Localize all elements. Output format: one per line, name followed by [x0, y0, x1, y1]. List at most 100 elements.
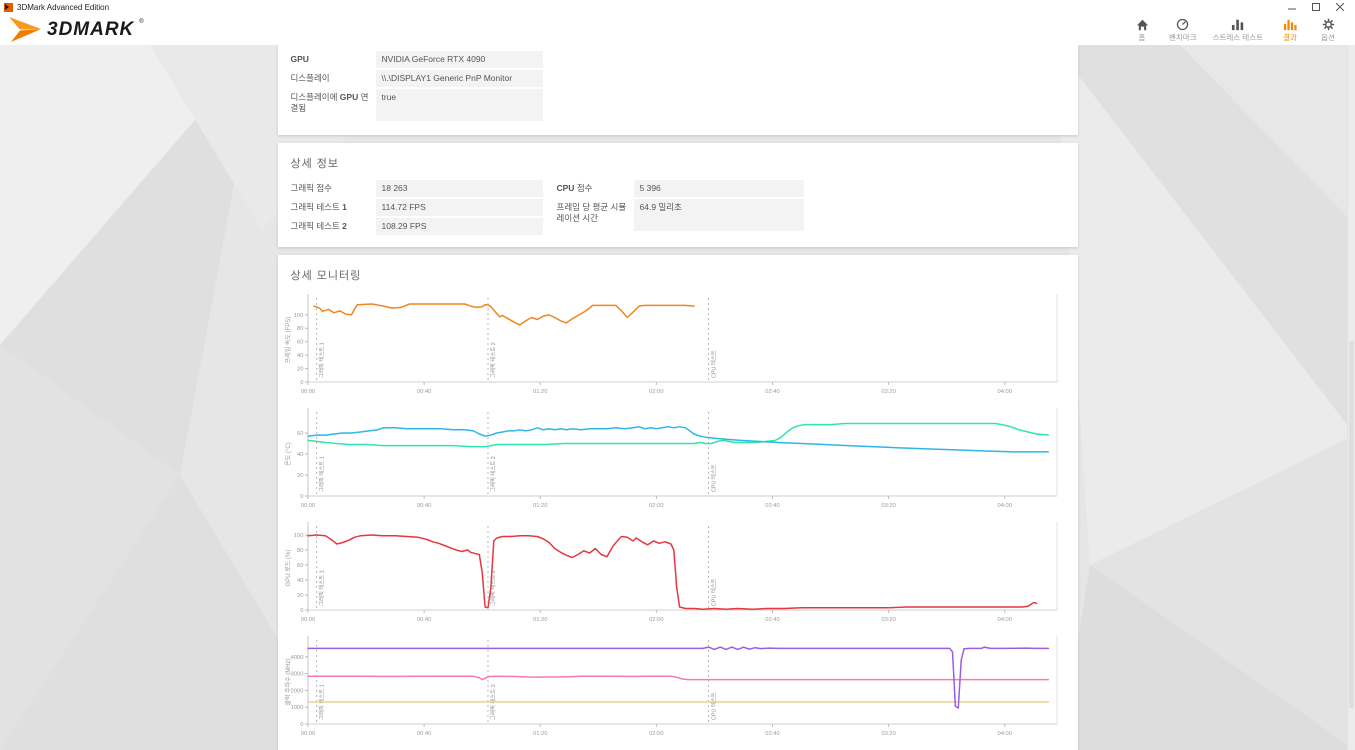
nav-home[interactable]: 홈 — [1131, 17, 1153, 43]
svg-text:프레임 속도 (FPS): 프레임 속도 (FPS) — [284, 317, 292, 364]
svg-text:01:20: 01:20 — [532, 731, 547, 737]
svg-text:04:00: 04:00 — [997, 389, 1012, 395]
svg-text:03:20: 03:20 — [881, 731, 896, 737]
info-value-field: 64.9 밀리초 — [633, 199, 804, 231]
svg-text:CPU 테스트: CPU 테스트 — [709, 692, 717, 720]
nav-options[interactable]: 옵션 — [1317, 17, 1339, 43]
3dmark-logo: 3DMARK ® — [8, 16, 144, 43]
details-card: 상세 정보 그래픽 점수 18 263 그래픽 테스트 1 114.72 FPS 그래픽… — [277, 143, 1078, 247]
svg-text:20: 20 — [297, 473, 303, 479]
info-row: 디스플레이에 GPU 연결됨 true — [291, 89, 1078, 121]
svg-text:02:40: 02:40 — [765, 389, 780, 395]
svg-text:01:20: 01:20 — [532, 389, 547, 395]
info-label: GPU — [290, 54, 309, 64]
svg-text:04:00: 04:00 — [997, 731, 1012, 737]
svg-text:4000: 4000 — [290, 655, 303, 661]
svg-text:02:40: 02:40 — [765, 731, 780, 737]
svg-text:CPU 테스트: CPU 테스트 — [709, 464, 717, 492]
svg-text:GPU 로드 (%): GPU 로드 (%) — [285, 550, 292, 587]
minimize-button[interactable] — [1281, 1, 1303, 14]
vertical-scrollbar[interactable] — [1347, 45, 1355, 750]
svg-text:00:40: 00:40 — [416, 731, 431, 737]
svg-text:100: 100 — [293, 533, 303, 539]
svg-text:04:00: 04:00 — [997, 503, 1012, 509]
scrollbar-thumb[interactable] — [1349, 341, 1354, 708]
svg-text:00:00: 00:00 — [300, 503, 315, 509]
svg-text:03:20: 03:20 — [881, 389, 896, 395]
svg-text:03:20: 03:20 — [881, 503, 896, 509]
details-section-title: 상세 정보 — [290, 158, 340, 170]
svg-text:그래픽 테스트 1: 그래픽 테스트 1 — [317, 342, 325, 378]
svg-text:1000: 1000 — [290, 705, 303, 711]
svg-text:그래픽 테스트 2: 그래픽 테스트 2 — [488, 570, 496, 606]
svg-text:00:40: 00:40 — [416, 389, 431, 395]
info-label: CPU 점수 — [556, 183, 593, 193]
svg-text:00:40: 00:40 — [416, 503, 431, 509]
svg-text:01:20: 01:20 — [532, 503, 547, 509]
info-value-field: 5 396 — [633, 180, 804, 197]
info-label: 그래픽 테스트 2 — [290, 221, 347, 231]
svg-text:02:40: 02:40 — [765, 617, 780, 623]
svg-text:60: 60 — [297, 431, 303, 437]
gauge-icon — [1176, 17, 1189, 31]
svg-text:03:20: 03:20 — [881, 617, 896, 623]
svg-text:20: 20 — [297, 593, 303, 599]
svg-text:3000: 3000 — [290, 672, 303, 678]
logo-text: 3DMARK — [47, 18, 135, 40]
maximize-button[interactable] — [1305, 1, 1327, 14]
minimize-icon — [1288, 8, 1296, 10]
info-label: 디스플레이에 GPU 연결됨 — [290, 92, 369, 113]
svg-text:02:00: 02:00 — [649, 389, 664, 395]
close-icon — [1336, 3, 1344, 11]
stress-chart-icon — [1231, 17, 1245, 31]
svg-text:80: 80 — [297, 326, 303, 332]
info-label: 프레임 당 평균 시뮬레이션 시간 — [556, 202, 627, 223]
svg-text:CPU 테스트: CPU 테스트 — [709, 350, 717, 378]
svg-text:100: 100 — [293, 313, 303, 319]
svg-text:40: 40 — [297, 353, 303, 359]
main-nav: 홈 벤치마크 스트레스 테스트 결과 — [1131, 17, 1339, 43]
svg-text:그래픽 테스트 1: 그래픽 테스트 1 — [317, 570, 325, 606]
clock-frequency-chart: 클럭 주파수 (MHz) 0 1000 2000 3000 4000 00:00 00:40 0… — [283, 634, 1078, 748]
info-row: 그래픽 테스트 2 108.29 FPS — [291, 218, 543, 235]
svg-text:04:00: 04:00 — [997, 617, 1012, 623]
svg-text:0: 0 — [300, 380, 303, 386]
svg-text:00:00: 00:00 — [300, 731, 315, 737]
info-label: 그래픽 테스트 1 — [290, 202, 347, 212]
nav-benchmarks[interactable]: 벤치마크 — [1169, 17, 1197, 43]
svg-text:02:00: 02:00 — [649, 503, 664, 509]
info-row: 프레임 당 평균 시뮬레이션 시간 64.9 밀리초 — [557, 199, 804, 231]
svg-text:CPU 테스트: CPU 테스트 — [709, 578, 717, 606]
page-background: GPU NVIDIA GeForce RTX 4090 디스플레이 \\.\DISPL… — [0, 45, 1355, 750]
window-titlebar: 3DMark Advanced Edition — [0, 0, 1355, 14]
gpu-load-chart: GPU 로드 (%) 0 20 40 60 80 100 00:00 00:40 01:20 02:… — [283, 520, 1078, 634]
svg-text:클럭 주파수 (MHz): 클럭 주파수 (MHz) — [284, 658, 292, 705]
svg-text:그래픽 테스트 2: 그래픽 테스트 2 — [488, 342, 496, 378]
info-row: GPU NVIDIA GeForce RTX 4090 — [291, 51, 1078, 68]
home-icon — [1136, 17, 1149, 31]
svg-text:0: 0 — [300, 608, 303, 614]
app-icon — [4, 2, 13, 12]
svg-text:02:40: 02:40 — [765, 503, 780, 509]
app-header: 3DMARK ® 홈 벤치마크 스트레스 테스트 결과 — [0, 14, 1355, 45]
info-value-field: 108.29 FPS — [375, 218, 543, 235]
info-label: 디스플레이 — [290, 73, 330, 83]
svg-text:0: 0 — [300, 494, 303, 500]
info-row: 디스플레이 \\.\DISPLAY1 Generic PnP Monitor — [291, 70, 1078, 87]
svg-text:40: 40 — [297, 452, 303, 458]
svg-text:00:00: 00:00 — [300, 617, 315, 623]
info-value-field: 114.72 FPS — [375, 199, 543, 216]
svg-text:40: 40 — [297, 578, 303, 584]
svg-text:20: 20 — [297, 367, 303, 373]
nav-results[interactable]: 결과 — [1279, 17, 1301, 43]
svg-text:00:00: 00:00 — [300, 389, 315, 395]
logo-swoosh-icon — [9, 17, 41, 42]
close-button[interactable] — [1329, 1, 1351, 14]
svg-text:60: 60 — [297, 340, 303, 346]
monitoring-card: 상세 모니터링 프레임 속도 (FPS) 0 20 40 60 80 100 00:00 00:… — [277, 255, 1078, 750]
svg-text:02:00: 02:00 — [649, 617, 664, 623]
svg-text:2000: 2000 — [290, 688, 303, 694]
info-row: CPU 점수 5 396 — [557, 180, 804, 197]
svg-text:0: 0 — [300, 722, 303, 728]
nav-stress-tests[interactable]: 스트레스 테스트 — [1213, 17, 1263, 43]
